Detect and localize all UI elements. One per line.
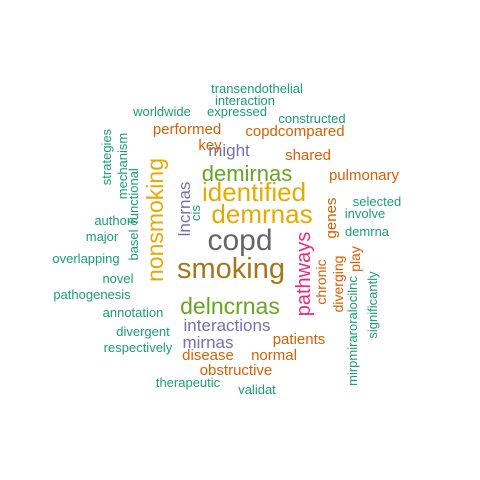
word-interaction: interaction bbox=[215, 93, 275, 108]
word-pulmonary: pulmonary bbox=[329, 167, 400, 184]
word-authors: authors bbox=[94, 213, 138, 228]
word-disease: disease bbox=[182, 347, 234, 364]
word-functional: functional bbox=[126, 168, 141, 224]
word-delncrnas: delncrnas bbox=[180, 293, 280, 319]
word-smoking: smoking bbox=[177, 253, 285, 285]
word-diverging: diverging bbox=[330, 256, 346, 313]
word-patients: patients bbox=[273, 331, 326, 348]
word-selected: selected bbox=[353, 194, 401, 209]
word-basel: basel bbox=[126, 229, 141, 260]
word-lncrnas: lncrnas bbox=[175, 182, 194, 237]
word-interactions: interactions bbox=[184, 316, 271, 335]
word-play: play bbox=[347, 246, 363, 272]
word-key: key bbox=[198, 137, 222, 154]
word-copd: copd bbox=[207, 224, 272, 257]
word-identified: identified bbox=[202, 177, 306, 207]
word-chronic: chronic bbox=[313, 259, 329, 304]
word-validat: validat bbox=[238, 382, 276, 397]
word-expressed: expressed bbox=[207, 104, 267, 119]
word-novel: novel bbox=[102, 271, 133, 286]
word-cis: cis bbox=[188, 205, 203, 221]
word-pathogenesis: pathogenesis bbox=[53, 287, 131, 302]
word-mechanism: mechanism bbox=[115, 133, 130, 199]
word-significantly: significantly bbox=[365, 271, 380, 339]
word-mirpmiraroralocilnc: mirpmiraroralocilnc bbox=[345, 276, 360, 386]
word-constructed: constructed bbox=[278, 111, 345, 126]
word-respectively: respectively bbox=[104, 340, 173, 355]
word-pathways: pathways bbox=[293, 232, 315, 317]
word-strategies: strategies bbox=[99, 128, 114, 185]
word-might: might bbox=[208, 141, 250, 160]
word-demrna: demrna bbox=[345, 224, 390, 239]
word-involve: involve bbox=[345, 206, 385, 221]
word-normal: normal bbox=[251, 347, 297, 364]
word-divergent: divergent bbox=[116, 324, 170, 339]
word-performed: performed bbox=[153, 121, 221, 138]
word-nonsmoking: nonsmoking bbox=[142, 158, 168, 282]
word-major: major bbox=[86, 229, 119, 244]
word-annotation: annotation bbox=[103, 305, 164, 320]
word-worldwide: worldwide bbox=[132, 104, 191, 119]
word-transendothelial: transendothelial bbox=[211, 81, 303, 96]
word-demirnas: demirnas bbox=[202, 161, 292, 186]
word-shared: shared bbox=[285, 147, 331, 164]
word-demrnas: demrnas bbox=[211, 199, 312, 229]
word-mirnas: mirnas bbox=[182, 333, 233, 352]
word-therapeutic: therapeutic bbox=[156, 375, 221, 390]
word-overlapping: overlapping bbox=[52, 251, 119, 266]
word-genes: genes bbox=[323, 198, 340, 239]
word-copdcompared: copdcompared bbox=[245, 123, 344, 140]
word-obstructive: obstructive bbox=[200, 362, 273, 379]
